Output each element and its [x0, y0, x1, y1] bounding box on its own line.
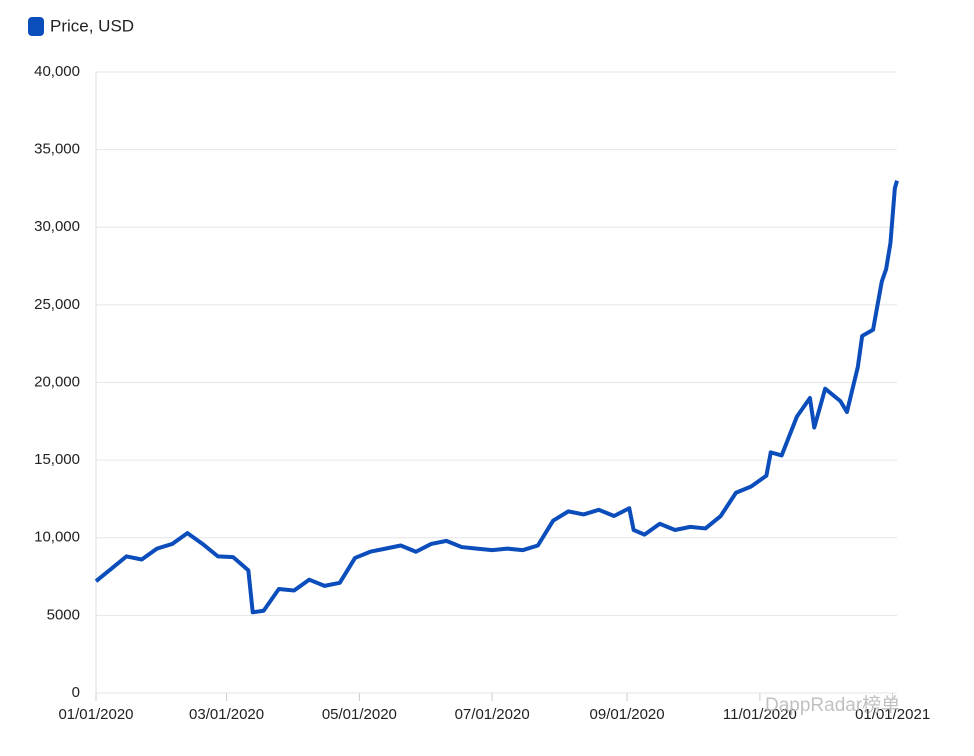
y-tick-label: 30,000 [34, 218, 80, 235]
y-tick-label: 10,000 [34, 529, 80, 546]
y-tick-label: 25,000 [34, 296, 80, 313]
x-tick-label: 05/01/2020 [322, 706, 397, 723]
x-tick-label: 11/01/2020 [723, 706, 797, 723]
x-tick-label: 01/01/2021 [855, 706, 930, 723]
price-line [94, 180, 899, 615]
x-tick-label: 03/01/2020 [189, 706, 264, 723]
watermark: DappRadar榜单 [765, 694, 900, 716]
y-tick-label: 15,000 [34, 451, 80, 468]
y-tick-label: 40,000 [34, 63, 80, 80]
y-tick-label: 20,000 [34, 373, 80, 390]
y-tick-label: 35,000 [34, 141, 80, 158]
x-tick-label: 09/01/2020 [590, 706, 665, 723]
x-tick-label: 07/01/2020 [455, 706, 530, 723]
y-tick-label: 5000 [47, 606, 80, 623]
x-tick-label: 01/01/2020 [58, 706, 133, 723]
y-tick-label: 0 [72, 684, 80, 701]
legend-swatch [28, 17, 44, 36]
legend-label: Price, USD [50, 16, 134, 35]
